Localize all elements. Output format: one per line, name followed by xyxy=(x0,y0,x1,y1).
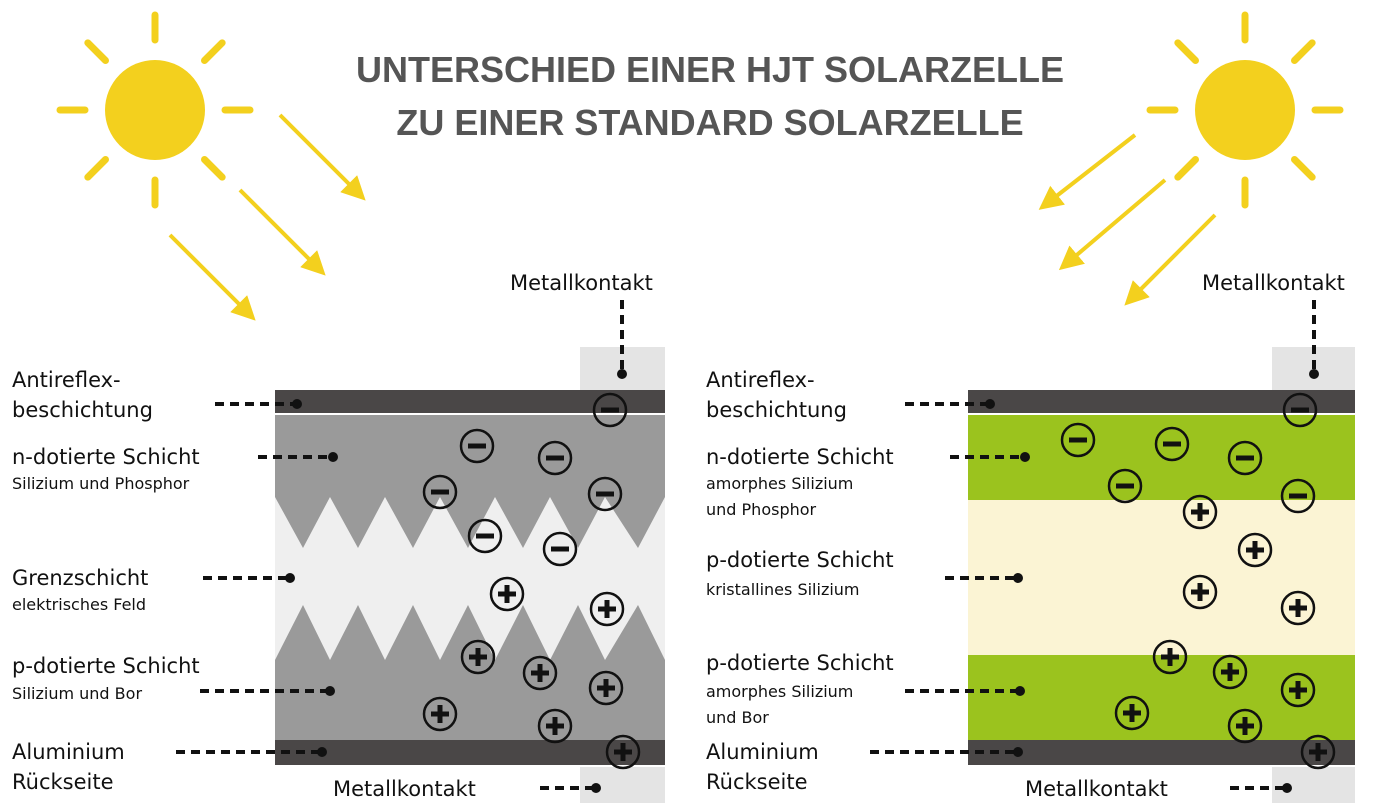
detail: kristallines Silizium xyxy=(706,580,860,599)
label: Grenzschicht xyxy=(12,566,148,590)
title: UNTERSCHIED EINER HJT SOLARZELLE xyxy=(356,49,1064,90)
detail: elektrisches Feld xyxy=(12,595,146,614)
light-arrows xyxy=(170,115,1215,315)
label: Aluminium xyxy=(706,740,819,764)
label: p-dotierte Schicht xyxy=(706,651,894,675)
label: p-dotierte Schicht xyxy=(706,548,894,572)
sun-ray xyxy=(204,43,222,61)
label: beschichtung xyxy=(706,398,847,422)
title: ZU EINER STANDARD SOLARZELLE xyxy=(396,102,1023,143)
detail: und Phosphor xyxy=(706,500,817,519)
label: n-dotierte Schicht xyxy=(706,445,894,469)
sun-ray xyxy=(88,159,106,177)
label: Metallkontakt xyxy=(1025,777,1168,801)
label: Antireflex- xyxy=(12,368,121,392)
diagram: UNTERSCHIED EINER HJT SOLARZELLE ZU EINE… xyxy=(0,0,1396,803)
label: Metallkontakt xyxy=(510,271,653,295)
detail: und Bor xyxy=(706,708,769,727)
label: Metallkontakt xyxy=(333,777,476,801)
sun-ray xyxy=(1294,159,1312,177)
detail: Silizium und Phosphor xyxy=(12,474,190,493)
label: n-dotierte Schicht xyxy=(12,445,200,469)
label: Metallkontakt xyxy=(1202,271,1345,295)
sun-ray xyxy=(88,43,106,61)
detail: amorphes Silizium xyxy=(706,682,853,701)
label: p-dotierte Schicht xyxy=(12,654,200,678)
detail: amorphes Silizium xyxy=(706,474,853,493)
sun-ray xyxy=(1294,43,1312,61)
label: Rückseite xyxy=(706,770,808,794)
crystal-layer xyxy=(968,500,1355,655)
sun-disc xyxy=(105,60,205,160)
sun xyxy=(1150,15,1340,205)
sun-ray xyxy=(1178,159,1196,177)
detail: Silizium und Bor xyxy=(12,684,142,703)
sun-ray xyxy=(1178,43,1196,61)
label: Rückseite xyxy=(12,770,114,794)
sun-ray xyxy=(204,159,222,177)
label: Aluminium xyxy=(12,740,125,764)
sun-disc xyxy=(1195,60,1295,160)
label: Antireflex- xyxy=(706,368,815,392)
sun xyxy=(60,15,250,205)
label: beschichtung xyxy=(12,398,153,422)
back-layer xyxy=(968,740,1355,765)
